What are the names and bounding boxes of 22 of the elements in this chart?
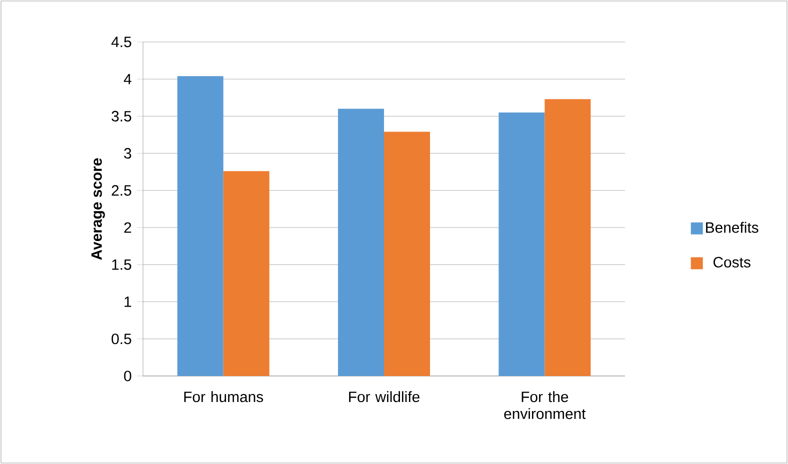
x-tick-label: For humans bbox=[184, 391, 264, 402]
y-tick-label: 0.5 bbox=[112, 334, 132, 344]
legend-label: Benefits bbox=[706, 222, 758, 233]
legend-label: Costs bbox=[714, 256, 750, 268]
bar bbox=[498, 112, 545, 376]
bar bbox=[338, 108, 384, 376]
x-tick-label: For wildlife bbox=[349, 391, 420, 402]
y-tick-label: 3 bbox=[124, 148, 132, 159]
x-tick-label: For the environment bbox=[504, 391, 586, 420]
y-tick-label: 3.5 bbox=[112, 110, 132, 122]
bar bbox=[384, 132, 430, 376]
bar bbox=[177, 76, 224, 376]
y-tick-label: 2 bbox=[124, 222, 132, 233]
y-tick-label: 4.5 bbox=[111, 36, 132, 48]
bar bbox=[544, 99, 591, 376]
bar bbox=[223, 171, 270, 376]
y-tick-label: 4 bbox=[124, 74, 132, 84]
y-tick-label: 2.5 bbox=[112, 185, 132, 196]
y-axis-title: Average score bbox=[91, 158, 105, 260]
y-tick-label: 0 bbox=[124, 370, 132, 382]
y-tick-label: 1 bbox=[124, 296, 132, 307]
y-tick-label: 1.5 bbox=[112, 259, 132, 270]
